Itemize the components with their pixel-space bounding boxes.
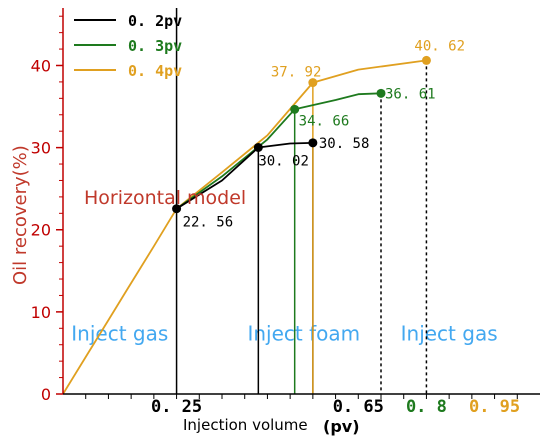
data-label: 37. 92 bbox=[271, 65, 322, 81]
data-point bbox=[172, 204, 182, 214]
drop-lines bbox=[175, 8, 428, 394]
legend-label: 0. 3pv bbox=[128, 37, 182, 55]
axes: 0 10 20 30 40 0. 25 0. 65 0. 8 0. 95 bbox=[31, 8, 540, 417]
data-label: 40. 62 bbox=[414, 38, 465, 54]
data-point bbox=[253, 142, 263, 152]
legend-label: 0. 4pv bbox=[128, 62, 182, 80]
x-tick-label: 0. 95 bbox=[469, 397, 520, 417]
y-tick-label: 20 bbox=[31, 221, 51, 240]
model-label: Horizontal model bbox=[84, 187, 246, 209]
y-tick-label: 30 bbox=[31, 139, 51, 158]
zone-label: Inject foam bbox=[247, 322, 360, 346]
data-point bbox=[376, 88, 386, 98]
data-point bbox=[290, 104, 300, 114]
x-tick-label: 0. 65 bbox=[333, 397, 384, 417]
y-tick-label: 0 bbox=[41, 385, 51, 404]
data-label: 30. 02 bbox=[258, 153, 309, 169]
x-tick-label: 0. 25 bbox=[151, 397, 202, 417]
zone-label: Inject gas bbox=[71, 322, 168, 346]
y-axis-label: Oil recovery(%) bbox=[10, 145, 31, 285]
markers bbox=[172, 55, 431, 214]
zone-label: Inject gas bbox=[401, 322, 498, 346]
legend: 0. 2pv 0. 3pv 0. 4pv bbox=[74, 12, 182, 80]
legend-label: 0. 2pv bbox=[128, 12, 182, 30]
data-label: 22. 56 bbox=[183, 215, 234, 231]
y-tick-label: 10 bbox=[31, 303, 51, 322]
x-tick-label: 0. 8 bbox=[406, 397, 447, 417]
data-point bbox=[308, 78, 318, 88]
x-axis-unit: (pv) bbox=[323, 417, 360, 436]
y-tick-label: 40 bbox=[31, 56, 51, 75]
data-point bbox=[308, 138, 318, 148]
data-point bbox=[421, 55, 431, 65]
data-label: 30. 58 bbox=[319, 136, 370, 152]
data-label: 34. 66 bbox=[299, 113, 350, 129]
data-label: 36. 61 bbox=[385, 86, 436, 102]
point-labels: 22. 56 30. 02 30. 58 34. 66 36. 61 37. 92 40. … bbox=[183, 38, 465, 230]
plot-area: Inject gas Inject foam Inject gas bbox=[71, 322, 497, 346]
x-axis-label: Injection volume bbox=[183, 416, 308, 434]
